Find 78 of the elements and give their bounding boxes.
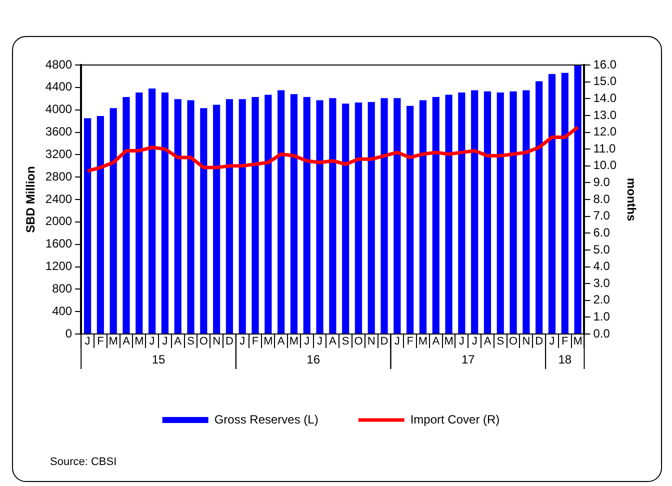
y2-tick-label: 12.0 — [593, 124, 617, 139]
y-tick-label: 3200 — [45, 146, 72, 161]
text: 18 — [558, 352, 572, 366]
x-tick-label: J — [304, 336, 310, 348]
x-tick-label: A — [484, 336, 492, 348]
y-tick-label: 400 — [52, 304, 72, 318]
y2-tick-label: 9.0 — [593, 175, 610, 189]
y2-tick-label: 1.0 — [593, 310, 610, 324]
x-tick-label: D — [535, 336, 544, 348]
y2-tick-label: 4.0 — [593, 259, 610, 274]
y2-tick-label: 15.0 — [593, 74, 617, 88]
y2-tick-label: 6.0 — [593, 225, 610, 240]
x-tick-label: M — [108, 336, 118, 348]
x-tick-label: F — [252, 336, 259, 348]
x-tick-label: N — [522, 336, 530, 348]
x-tick-label: D — [225, 336, 234, 348]
text: 15 — [152, 352, 166, 366]
x-tick-label: J — [317, 336, 323, 348]
y-tick-label: 800 — [52, 281, 72, 296]
y-tick-label: 4400 — [45, 80, 72, 94]
x-tick-label: A — [174, 336, 182, 348]
y2-tick-label: 11.0 — [593, 141, 616, 156]
x-tick-label: J — [149, 336, 155, 348]
x-tick-label: M — [573, 336, 582, 348]
y-tick-label: 2800 — [45, 169, 72, 184]
legend-label: Gross Reserves (L) — [214, 412, 318, 426]
text: 16 — [306, 352, 320, 366]
x-tick-label: O — [199, 336, 208, 348]
x-tick-label: A — [122, 336, 131, 348]
x-tick-label: J — [458, 336, 464, 348]
y2-axis-title: months — [624, 178, 638, 222]
y-axis-title: SBD Million — [24, 166, 38, 233]
source-note: Source: CBSI — [50, 456, 117, 468]
x-tick-label: J — [240, 336, 246, 348]
x-tick-label: S — [187, 336, 194, 348]
x-tick-label: M — [264, 336, 273, 348]
x-tick-label: O — [509, 336, 518, 348]
y-tick-label: 1600 — [45, 236, 72, 251]
y2-tick-label: 8.0 — [593, 192, 610, 206]
x-tick-label: F — [406, 336, 414, 348]
y-tick-label: 2400 — [45, 192, 72, 206]
y-tick-label: 2000 — [45, 214, 72, 228]
x-tick-label: A — [277, 336, 286, 348]
x-tick-label: J — [472, 336, 478, 348]
y-tick-label: 3600 — [45, 124, 72, 139]
x-tick-label: N — [367, 336, 376, 348]
y2-tick-label: 5.0 — [593, 242, 610, 256]
x-tick-label: O — [354, 336, 364, 348]
x-tick-label: J — [394, 336, 400, 348]
y2-tick-label: 0.0 — [593, 326, 610, 340]
legend-label: Import Cover (R) — [410, 412, 500, 426]
x-tick-label: M — [289, 336, 299, 348]
y-tick-label: 1200 — [45, 259, 72, 274]
x-tick-label: J — [549, 336, 555, 348]
y-tick-label: 0 — [65, 326, 72, 340]
x-tick-label: A — [432, 336, 440, 348]
x-tick-label: J — [84, 336, 90, 348]
x-tick-label: F — [562, 336, 569, 348]
y2-tick-label: 16.0 — [593, 57, 617, 72]
x-tick-label: F — [97, 336, 104, 348]
x-tick-label: J — [162, 336, 168, 348]
y2-tick-label: 2.0 — [593, 292, 610, 307]
y2-tick-label: 10.0 — [593, 158, 617, 172]
y2-tick-label: 14.0 — [593, 90, 617, 105]
text: 17 — [461, 352, 476, 366]
x-tick-label: N — [212, 336, 221, 348]
x-tick-label: S — [342, 336, 350, 348]
x-tick-label: M — [444, 336, 454, 348]
x-tick-label: S — [496, 336, 504, 348]
x-tick-label: M — [418, 336, 428, 348]
y2-tick-label: 3.0 — [593, 276, 610, 290]
x-tick-label: D — [380, 336, 388, 348]
y-tick-label: 4800 — [45, 57, 72, 72]
x-tick-label: A — [329, 336, 337, 348]
x-tick-label: M — [134, 336, 144, 348]
y-tick-label: 4000 — [45, 102, 72, 116]
y2-tick-label: 7.0 — [593, 208, 610, 223]
y2-tick-label: 13.0 — [593, 108, 617, 122]
